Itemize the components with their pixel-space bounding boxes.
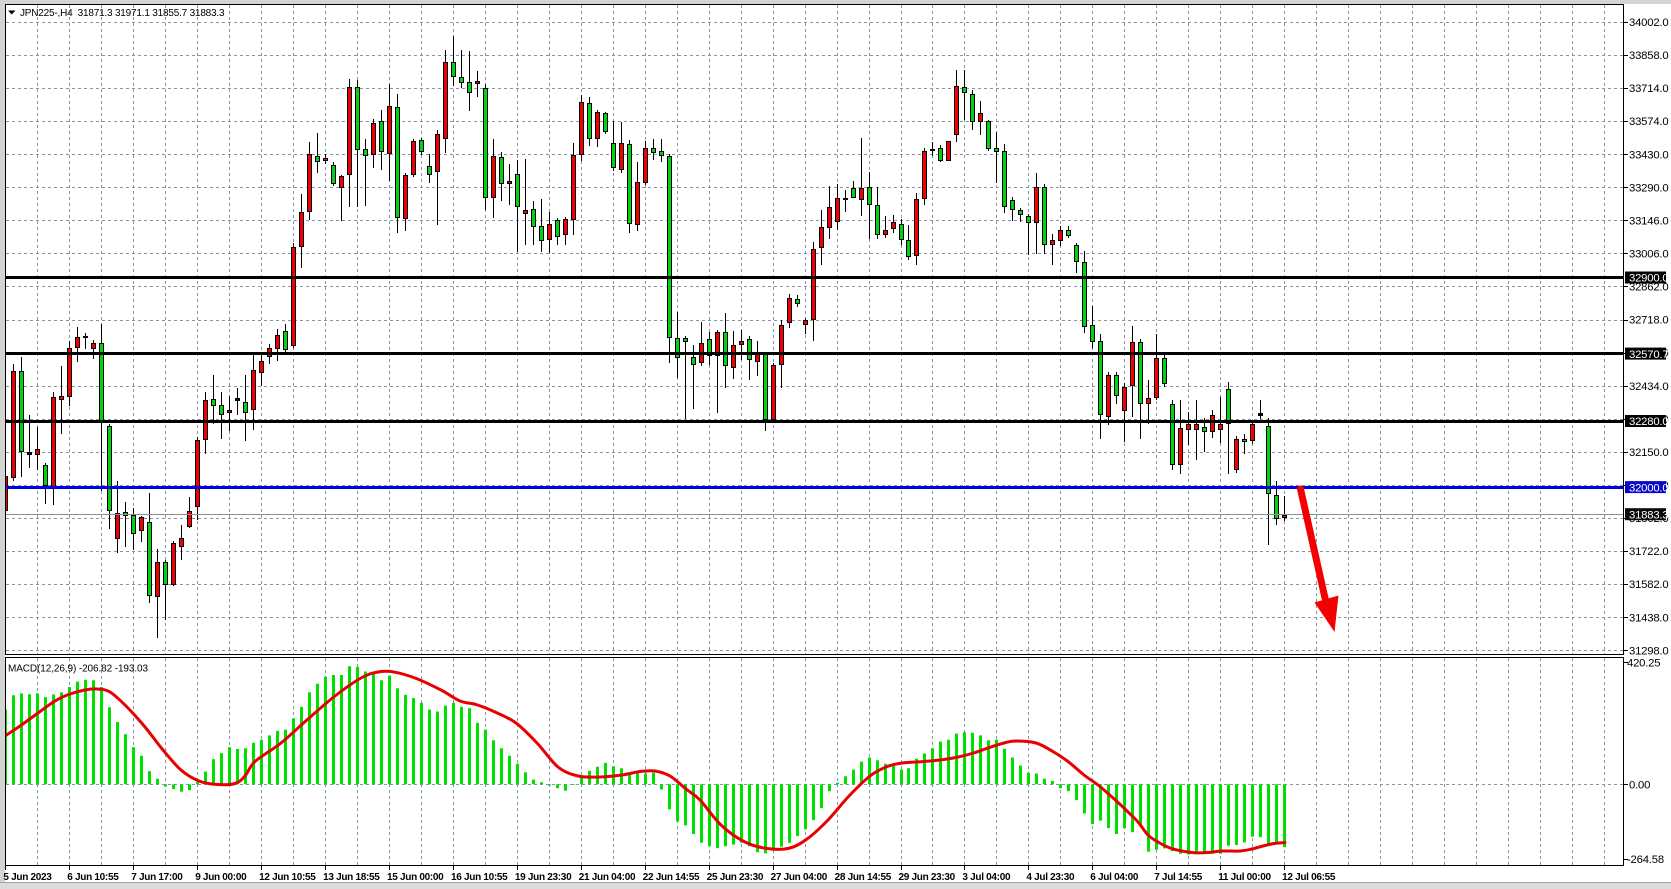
svg-text:32570.7: 32570.7	[1629, 349, 1668, 361]
svg-text:6 Jun 10:55: 6 Jun 10:55	[67, 872, 119, 883]
svg-text:9 Jun 00:00: 9 Jun 00:00	[195, 872, 247, 883]
svg-text:19 Jun 23:30: 19 Jun 23:30	[515, 872, 572, 883]
svg-text:31582.0: 31582.0	[1629, 579, 1668, 591]
svg-text:JPN225-,H4 31871.3 31971.1 31: JPN225-,H4 31871.3 31971.1 31855.7 31883…	[20, 8, 225, 19]
svg-text:33714.0: 33714.0	[1629, 83, 1668, 95]
svg-text:11 Jul 00:00: 11 Jul 00:00	[1218, 872, 1271, 883]
svg-text:31298.0: 31298.0	[1629, 645, 1668, 657]
svg-text:MACD(12,26,9) -206.82 -193.03: MACD(12,26,9) -206.82 -193.03	[8, 664, 148, 675]
svg-text:12 Jun 10:55: 12 Jun 10:55	[259, 872, 316, 883]
svg-text:420.25: 420.25	[1627, 658, 1660, 670]
svg-text:4 Jul 23:30: 4 Jul 23:30	[1026, 872, 1075, 883]
svg-text:33574.0: 33574.0	[1629, 116, 1668, 128]
svg-text:0.00: 0.00	[1629, 779, 1650, 791]
svg-text:32862.0: 32862.0	[1629, 282, 1668, 294]
svg-text:33146.0: 33146.0	[1629, 215, 1668, 227]
svg-text:5 Jun 2023: 5 Jun 2023	[3, 872, 52, 883]
svg-text:7 Jun 17:00: 7 Jun 17:00	[131, 872, 183, 883]
svg-text:21 Jun 04:00: 21 Jun 04:00	[579, 872, 636, 883]
svg-text:31722.0: 31722.0	[1629, 546, 1668, 558]
svg-text:33858.0: 33858.0	[1629, 50, 1668, 62]
svg-text:31883.3: 31883.3	[1629, 509, 1668, 521]
svg-text:32718.0: 32718.0	[1629, 315, 1668, 327]
svg-text:32000.0: 32000.0	[1629, 482, 1668, 494]
svg-text:28 Jun 14:55: 28 Jun 14:55	[835, 872, 892, 883]
svg-text:33290.0: 33290.0	[1629, 182, 1668, 194]
svg-text:-264.58: -264.58	[1627, 854, 1664, 866]
svg-text:29 Jun 23:30: 29 Jun 23:30	[899, 872, 956, 883]
svg-text:12 Jul 06:55: 12 Jul 06:55	[1282, 872, 1336, 883]
svg-text:32150.0: 32150.0	[1629, 447, 1668, 459]
svg-text:27 Jun 04:00: 27 Jun 04:00	[771, 872, 828, 883]
svg-text:33430.0: 33430.0	[1629, 149, 1668, 161]
svg-text:7 Jul 14:55: 7 Jul 14:55	[1154, 872, 1203, 883]
svg-text:32434.0: 32434.0	[1629, 381, 1668, 393]
svg-text:32280.0: 32280.0	[1629, 416, 1668, 428]
svg-text:15 Jun 00:00: 15 Jun 00:00	[387, 872, 444, 883]
svg-text:33006.0: 33006.0	[1629, 249, 1668, 261]
svg-text:3 Jul 04:00: 3 Jul 04:00	[962, 872, 1011, 883]
svg-text:22 Jun 14:55: 22 Jun 14:55	[643, 872, 700, 883]
svg-text:16 Jun 10:55: 16 Jun 10:55	[451, 872, 508, 883]
svg-text:31438.0: 31438.0	[1629, 612, 1668, 624]
svg-text:13 Jun 18:55: 13 Jun 18:55	[323, 872, 380, 883]
svg-text:25 Jun 23:30: 25 Jun 23:30	[707, 872, 764, 883]
svg-text:34002.0: 34002.0	[1629, 17, 1668, 29]
svg-text:32900.0: 32900.0	[1629, 273, 1668, 285]
svg-text:6 Jul 04:00: 6 Jul 04:00	[1090, 872, 1139, 883]
